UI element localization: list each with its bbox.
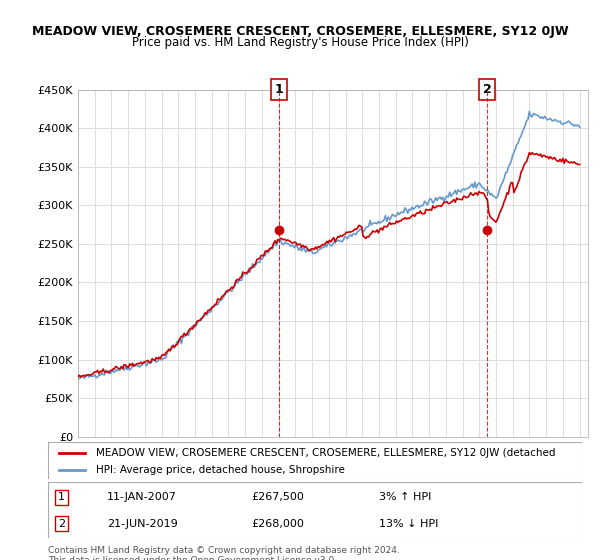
- Text: Price paid vs. HM Land Registry's House Price Index (HPI): Price paid vs. HM Land Registry's House …: [131, 36, 469, 49]
- Text: 3% ↑ HPI: 3% ↑ HPI: [379, 492, 431, 502]
- Text: £268,000: £268,000: [251, 519, 304, 529]
- FancyBboxPatch shape: [48, 482, 582, 538]
- Text: £267,500: £267,500: [251, 492, 304, 502]
- Text: 2: 2: [58, 519, 65, 529]
- Text: MEADOW VIEW, CROSEMERE CRESCENT, CROSEMERE, ELLESMERE, SY12 0JW (detached: MEADOW VIEW, CROSEMERE CRESCENT, CROSEME…: [96, 449, 556, 458]
- Text: MEADOW VIEW, CROSEMERE CRESCENT, CROSEMERE, ELLESMERE, SY12 0JW: MEADOW VIEW, CROSEMERE CRESCENT, CROSEME…: [32, 25, 568, 38]
- Text: 13% ↓ HPI: 13% ↓ HPI: [379, 519, 439, 529]
- Text: 1: 1: [275, 83, 284, 96]
- Text: HPI: Average price, detached house, Shropshire: HPI: Average price, detached house, Shro…: [96, 465, 345, 475]
- Text: 21-JUN-2019: 21-JUN-2019: [107, 519, 178, 529]
- FancyBboxPatch shape: [48, 442, 582, 479]
- Text: 11-JAN-2007: 11-JAN-2007: [107, 492, 176, 502]
- Text: Contains HM Land Registry data © Crown copyright and database right 2024.
This d: Contains HM Land Registry data © Crown c…: [48, 546, 400, 560]
- Text: 1: 1: [58, 492, 65, 502]
- Text: 2: 2: [483, 83, 491, 96]
